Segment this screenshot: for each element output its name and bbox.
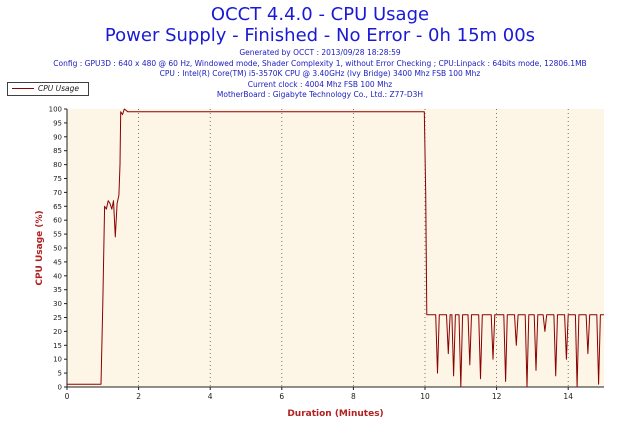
y-tick-label: 35 (53, 286, 62, 294)
y-tick-label: 70 (53, 189, 62, 197)
y-axis-label: CPU Usage (%) (35, 210, 45, 285)
y-tick-label: 85 (53, 147, 62, 155)
x-tick-label: 12 (492, 392, 502, 401)
y-tick-label: 5 (58, 370, 62, 378)
legend-swatch (12, 88, 34, 89)
y-tick-label: 90 (53, 133, 62, 141)
y-tick-label: 10 (53, 356, 62, 364)
chart-subtitle: Power Supply - Finished - No Error - 0h … (104, 25, 536, 46)
chart-title: OCCT 4.4.0 - CPU Usage (210, 4, 430, 25)
y-tick-label: 45 (53, 258, 62, 266)
series-line-cpu-usage (67, 108, 604, 388)
info-motherboard: MotherBoard : Gigabyte Technology Co., L… (216, 90, 424, 99)
y-tick-label: 65 (53, 203, 62, 211)
x-tick-label: 4 (208, 392, 213, 401)
y-tick-label: 75 (53, 175, 62, 183)
y-tick-label: 100 (49, 106, 62, 114)
x-tick-label: 10 (420, 392, 430, 401)
y-tick-label: 25 (53, 314, 62, 322)
info-generated: Generated by OCCT : 2013/09/28 18:28:59 (239, 48, 401, 57)
y-tick-label: 20 (53, 328, 62, 336)
x-tick-label: 2 (136, 392, 141, 401)
y-tick-label: 95 (53, 119, 62, 127)
legend: CPU Usage (7, 82, 89, 96)
y-tick-label: 80 (53, 161, 62, 169)
y-tick-label: 15 (53, 342, 62, 350)
y-tick-label: 50 (53, 245, 62, 253)
y-tick-label: 60 (53, 217, 62, 225)
y-tick-label: 40 (53, 272, 62, 280)
x-tick-label: 0 (65, 392, 70, 401)
y-tick-label: 55 (53, 231, 62, 239)
plot-area (67, 109, 604, 387)
x-tick-label: 6 (279, 392, 284, 401)
y-tick-label: 0 (58, 384, 62, 392)
y-tick-label: 30 (53, 300, 62, 308)
legend-entry-cpu-usage: CPU Usage (38, 84, 80, 93)
x-axis-label: Duration (Minutes) (287, 409, 383, 419)
info-current-clock: Current clock : 4004 Mhz FSB 100 Mhz (247, 79, 393, 89)
x-tick-label: 8 (351, 392, 356, 401)
info-cpu: CPU : Intel(R) Core(TM) i5-3570K CPU @ 3… (159, 69, 481, 78)
x-tick-label: 14 (563, 392, 573, 401)
info-config: Config : GPU3D : 640 x 480 @ 60 Hz, Wind… (53, 58, 587, 68)
